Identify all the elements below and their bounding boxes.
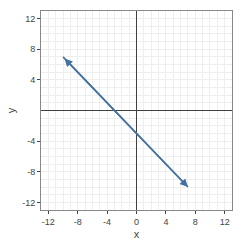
svg-text:-12: -12 [22,198,35,208]
svg-text:-4: -4 [103,217,111,227]
svg-text:-8: -8 [74,217,82,227]
svg-text:y: y [5,107,17,113]
svg-text:12: 12 [25,14,35,24]
svg-text:8: 8 [30,44,35,54]
svg-text:4: 4 [163,217,168,227]
svg-text:x: x [134,228,140,240]
svg-text:8: 8 [193,217,198,227]
svg-text:-12: -12 [42,217,55,227]
svg-text:-4: -4 [27,136,35,146]
svg-text:0: 0 [134,217,139,227]
svg-text:12: 12 [220,217,230,227]
svg-text:-8: -8 [27,167,35,177]
svg-text:4: 4 [30,75,35,85]
